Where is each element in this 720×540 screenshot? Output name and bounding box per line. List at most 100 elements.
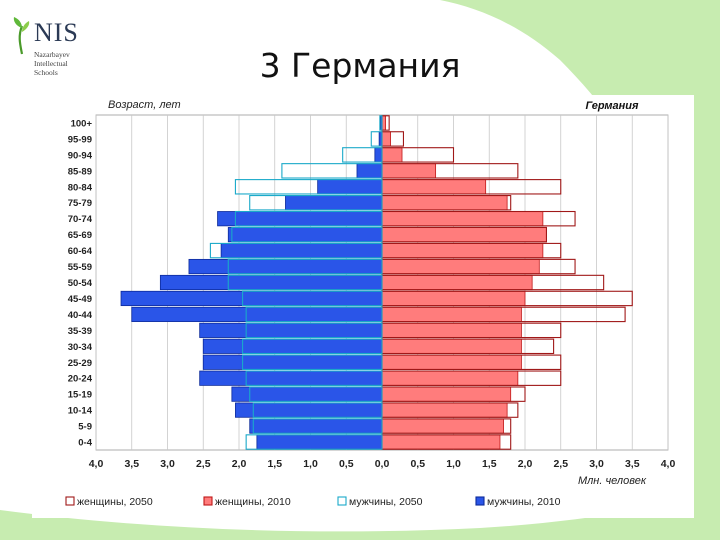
y-tick-label: 20-24 (68, 374, 93, 385)
chart-bars (120, 115, 633, 450)
bar-men-2010 (199, 322, 383, 338)
green-swoosh-bottom (0, 490, 720, 540)
y-tick-label: 0-4 (78, 438, 92, 449)
bar-men-2010 (202, 354, 383, 370)
legend-label: мужчины, 2010 (487, 496, 561, 508)
logo-line-1: Nazarbayev (34, 50, 70, 59)
bar-men-2050 (245, 322, 383, 339)
bar-men-2010 (285, 195, 383, 211)
bar-women-2010 (381, 306, 522, 322)
bar-men-2010 (120, 290, 383, 307)
bar-women-2010 (381, 434, 501, 450)
logo-line-3: Schools (34, 68, 58, 77)
legend-swatch (65, 496, 75, 506)
bar-women-2010 (381, 338, 522, 354)
bar-women-2010 (381, 163, 437, 179)
bar-women-2010 (381, 418, 504, 434)
x-tick-label: 3,0 (589, 458, 604, 470)
x-tick-label: 2,0 (232, 458, 247, 470)
x-tick-label: 2,0 (518, 458, 533, 470)
chart-legend: женщины, 2050 женщины, 2010 мужчины, 2050 м… (65, 496, 561, 508)
y-tick-label: 50-54 (68, 278, 93, 289)
y-tick-label: 35-39 (68, 326, 92, 337)
bar-men-2050 (227, 274, 383, 291)
green-swoosh-top-right (440, 0, 720, 330)
leaf-icon (13, 17, 30, 55)
bar-men-2010 (256, 434, 383, 450)
bar-men-2050 (252, 418, 383, 434)
bar-men-2010 (317, 179, 383, 195)
bar-men-2050 (234, 210, 383, 227)
x-tick-label: 4,0 (661, 458, 676, 470)
nis-logo: NIS Nazarbayev Intellectual Schools (8, 12, 98, 92)
x-tick-label: 3,5 (625, 458, 640, 470)
green-band-right (620, 100, 720, 520)
y-tick-label: 55-59 (68, 262, 92, 273)
x-tick-label: 0,0 (375, 458, 390, 470)
bar-women-2010 (381, 290, 526, 307)
y-tick-label: 75-79 (68, 198, 92, 209)
bar-men-2010 (235, 402, 383, 418)
x-tick-label: 3,5 (124, 458, 139, 470)
logo-subtitle: Nazarbayev Intellectual Schools (34, 50, 70, 77)
population-pyramid-chart: 100+ 95-99 90-94 85-89 80-84 75-79 70-74 65-69 6… (32, 95, 694, 518)
y-tick-label: 80-84 (68, 182, 93, 193)
bar-men-2050 (245, 306, 383, 323)
bar-men-2050 (245, 370, 383, 386)
y-tick-label: 25-29 (68, 358, 92, 369)
bar-women-2010 (381, 370, 519, 386)
bar-women-2010 (381, 195, 508, 211)
legend-swatch (337, 496, 347, 506)
bar-men-2050 (245, 434, 383, 450)
slide-title: 3 Германия (259, 46, 461, 85)
bar-women-2010 (381, 402, 508, 418)
bar-men-2010 (374, 147, 383, 163)
bar-women-2010 (381, 274, 533, 291)
bar-men-2050 (342, 147, 383, 163)
x-tick-label: 2,5 (196, 458, 211, 470)
bar-men-2050 (231, 226, 383, 243)
legend-swatch (475, 496, 485, 506)
legend-swatch (203, 496, 213, 506)
x-tick-label: 3,0 (160, 458, 175, 470)
bar-men-2050 (242, 354, 383, 370)
chart-background (32, 95, 694, 518)
y-tick-label: 90-94 (68, 150, 93, 161)
bar-men-2050 (234, 179, 383, 195)
bar-men-2010 (202, 338, 383, 354)
bar-women-2010 (381, 386, 512, 402)
bar-men-2010 (131, 306, 383, 322)
y-tick-label: 95-99 (68, 134, 92, 145)
bar-women-2010 (381, 354, 522, 370)
legend-label: женщины, 2010 (215, 496, 291, 508)
bar-women-2010 (381, 322, 522, 338)
x-tick-label: 1,0 (303, 458, 318, 470)
y-tick-label: 100+ (71, 118, 93, 129)
bar-men-2010 (217, 211, 383, 227)
x-tick-label: 1,5 (267, 458, 282, 470)
y-tick-label: 45-49 (68, 294, 92, 305)
bar-women-2010 (381, 131, 391, 147)
x-axis-label: Млн. человек (578, 475, 647, 487)
logo-line-2: Intellectual (34, 59, 68, 68)
bar-men-2010 (188, 258, 383, 275)
bar-women-2010 (381, 227, 547, 243)
x-tick-label: 4,0 (89, 458, 104, 470)
bar-women-2010 (381, 258, 540, 275)
bar-men-2010 (356, 163, 383, 179)
x-tick-label: 0,5 (339, 458, 354, 470)
legend-label: женщины, 2050 (77, 496, 153, 508)
bar-men-2050 (249, 195, 383, 211)
y-tick-label: 30-34 (68, 342, 93, 353)
x-tick-label: 0,5 (410, 458, 425, 470)
y-tick-label: 5-9 (78, 422, 92, 433)
bar-men-2050 (249, 386, 383, 402)
y-tick-label: 70-74 (68, 214, 93, 225)
x-tick-label: 2,5 (553, 458, 568, 470)
bar-men-2050 (209, 242, 383, 259)
bar-men-2050 (242, 290, 383, 307)
bar-men-2010 (249, 418, 383, 434)
bar-men-2050 (281, 163, 383, 179)
y-tick-label: 40-44 (68, 310, 93, 321)
